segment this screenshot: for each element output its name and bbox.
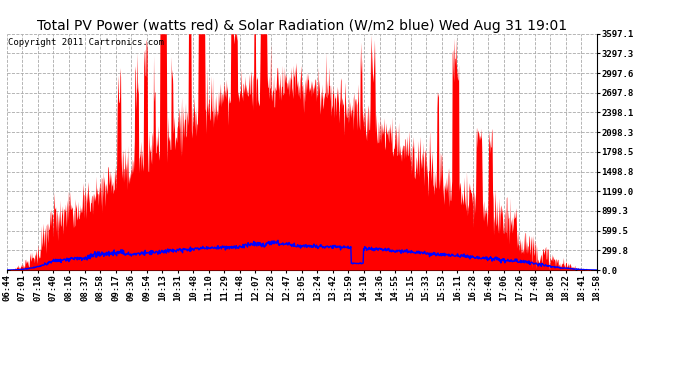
Text: Copyright 2011 Cartronics.com: Copyright 2011 Cartronics.com	[8, 39, 164, 48]
Title: Total PV Power (watts red) & Solar Radiation (W/m2 blue) Wed Aug 31 19:01: Total PV Power (watts red) & Solar Radia…	[37, 19, 567, 33]
